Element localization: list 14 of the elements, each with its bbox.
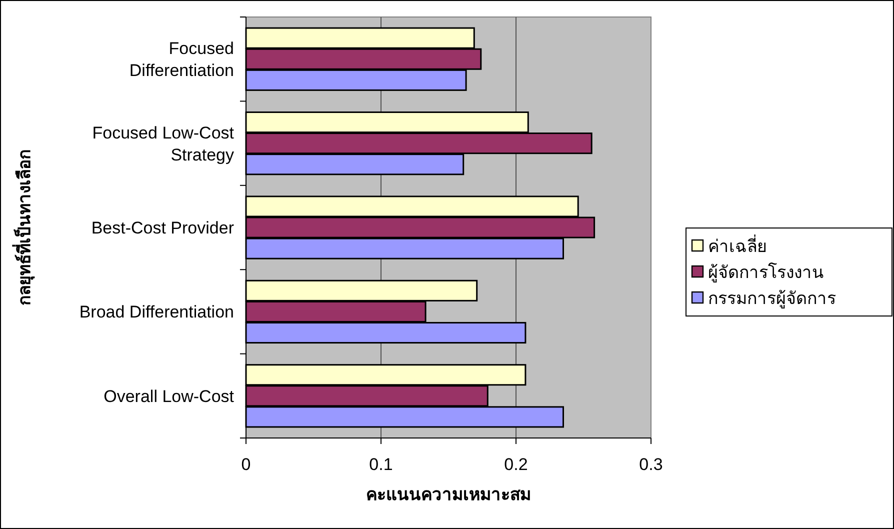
x-tick-label: 0: [241, 455, 251, 474]
legend-label: กรรมการผู้จัดการ: [708, 289, 836, 309]
legend-label: ผู้จัดการโรงงาน: [708, 262, 824, 283]
y-tick-label: Broad Differentiation: [79, 302, 234, 322]
x-tick-label: 0.3: [639, 455, 663, 474]
y-tick-label: Best-Cost Provider: [91, 218, 234, 238]
y-tick-label: Focused Differentiation: [129, 39, 234, 80]
y-tick-label: Overall Low-Cost: [104, 386, 234, 406]
x-axis-title: คะแนนความเหมาะสม: [366, 485, 531, 504]
x-tick-label: 0.2: [504, 455, 528, 474]
x-tick-label: 0.1: [369, 455, 393, 474]
y-tick-label: Focused Low-Cost Strategy: [92, 123, 234, 164]
legend-label: ค่าเฉลี่ย: [708, 234, 767, 256]
y-axis-title: กลยุทธ์ที่เป็นทางเลือก: [12, 150, 35, 306]
